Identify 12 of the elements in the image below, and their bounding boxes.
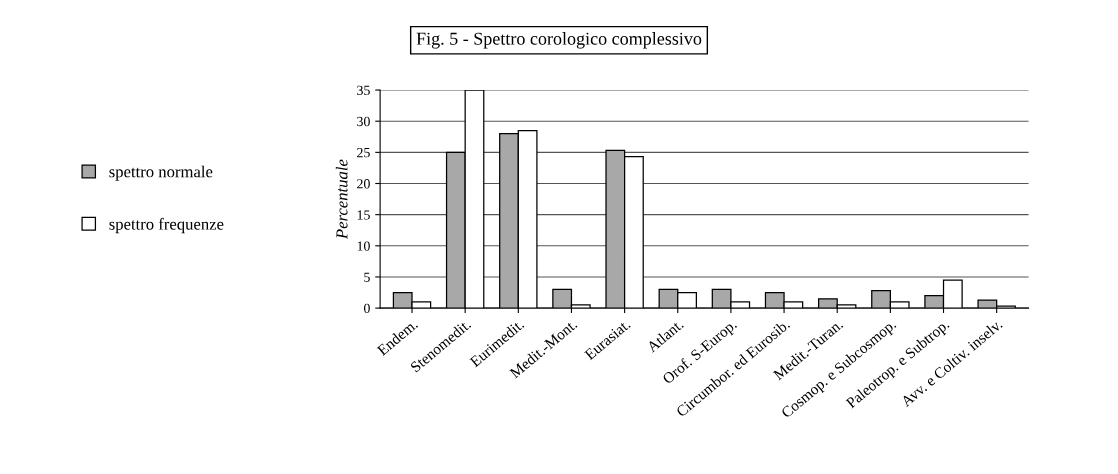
y-tick-label: 5 <box>364 272 370 282</box>
y-tick-label: 10 <box>357 241 370 251</box>
chart-title: Fig. 5 - Spettro corologico complessivo <box>416 32 702 49</box>
y-tick-label: 35 <box>357 85 370 96</box>
y-tick-label: 20 <box>357 179 370 189</box>
y-tick-label: 30 <box>357 116 370 127</box>
y-tick-label: 0 <box>363 303 370 314</box>
legend-label: spettro normale <box>109 165 213 181</box>
legend-label: spettro frequenze <box>109 217 224 234</box>
y-tick-label: 15 <box>357 210 370 220</box>
y-axis-title: Percentuale <box>335 159 348 240</box>
y-tick-label: 25 <box>357 147 370 158</box>
